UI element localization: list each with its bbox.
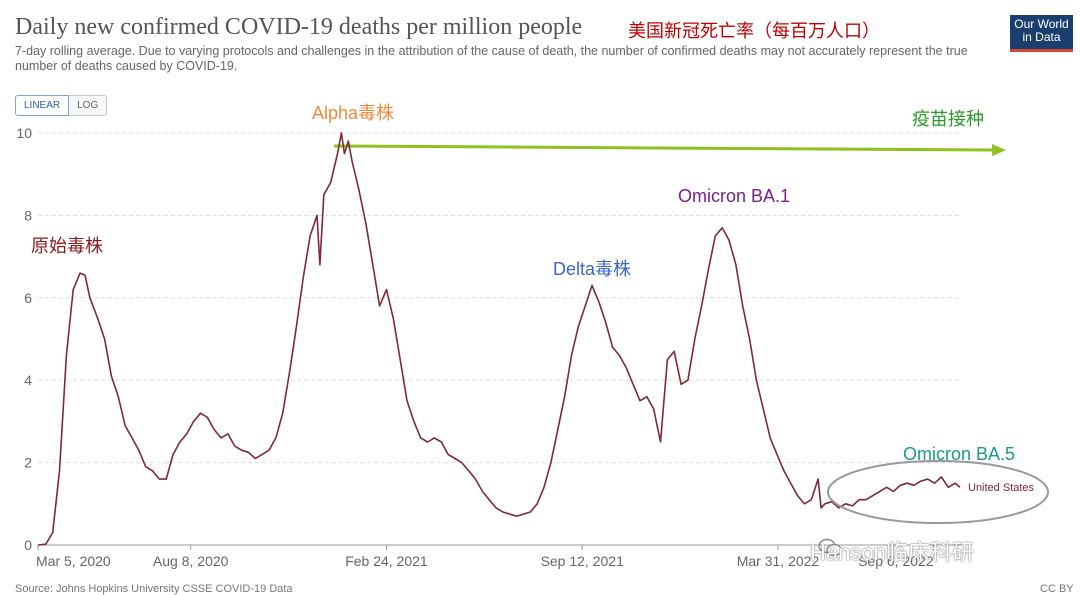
watermark: Hanson临床科研: [810, 540, 974, 565]
annotation-label: Omicron BA.1: [678, 186, 790, 206]
scale-toggle: LINEAR LOG: [15, 95, 108, 116]
annotation-label: 原始毒株: [31, 236, 103, 256]
y-tick-label: 2: [24, 455, 32, 471]
license-link[interactable]: CC BY: [1040, 583, 1074, 595]
source-note: Source: Johns Hopkins University CSSE CO…: [15, 583, 293, 595]
wechat-icon: [818, 538, 842, 557]
series-label-united-states: United States: [968, 482, 1035, 494]
y-tick-label: 8: [24, 207, 32, 223]
logo-line-1: Our World: [1014, 17, 1069, 31]
owid-logo[interactable]: Our World in Data: [1010, 15, 1073, 52]
y-tick-label: 4: [24, 372, 32, 388]
annotation-label: Delta毒株: [553, 259, 631, 279]
x-tick-label: Mar 31, 2022: [737, 553, 820, 569]
annotation-label: 疫苗接种: [912, 109, 984, 129]
x-tick-label: Sep 12, 2021: [541, 553, 625, 569]
logo-line-2: in Data: [1022, 30, 1061, 44]
x-tick-label: Feb 24, 2021: [345, 553, 428, 569]
annotation-label: Alpha毒株: [312, 103, 394, 123]
y-tick-label: 6: [24, 290, 32, 306]
chart-title: Daily new confirmed COVID-19 deaths per …: [15, 14, 583, 40]
y-tick-label: 10: [16, 125, 32, 141]
chart-subtitle: 7-day rolling average. Due to varying pr…: [15, 44, 968, 73]
log-scale-button[interactable]: LOG: [69, 95, 108, 116]
linear-scale-button[interactable]: LINEAR: [15, 95, 70, 116]
x-tick-label: Sep 6, 2022: [858, 553, 934, 569]
title-annotation: 美国新冠死亡率（每百万人口）: [628, 21, 880, 41]
x-tick-label: Mar 5, 2020: [36, 553, 111, 569]
ba5-highlight-ellipse: [827, 460, 1049, 524]
series-line-united-states: [37, 132, 961, 546]
x-tick-label: Aug 8, 2020: [153, 553, 229, 569]
vaccination-arrow: [333, 143, 1006, 156]
annotation-label: Omicron BA.5: [903, 444, 1015, 464]
y-tick-label: 0: [24, 537, 32, 553]
